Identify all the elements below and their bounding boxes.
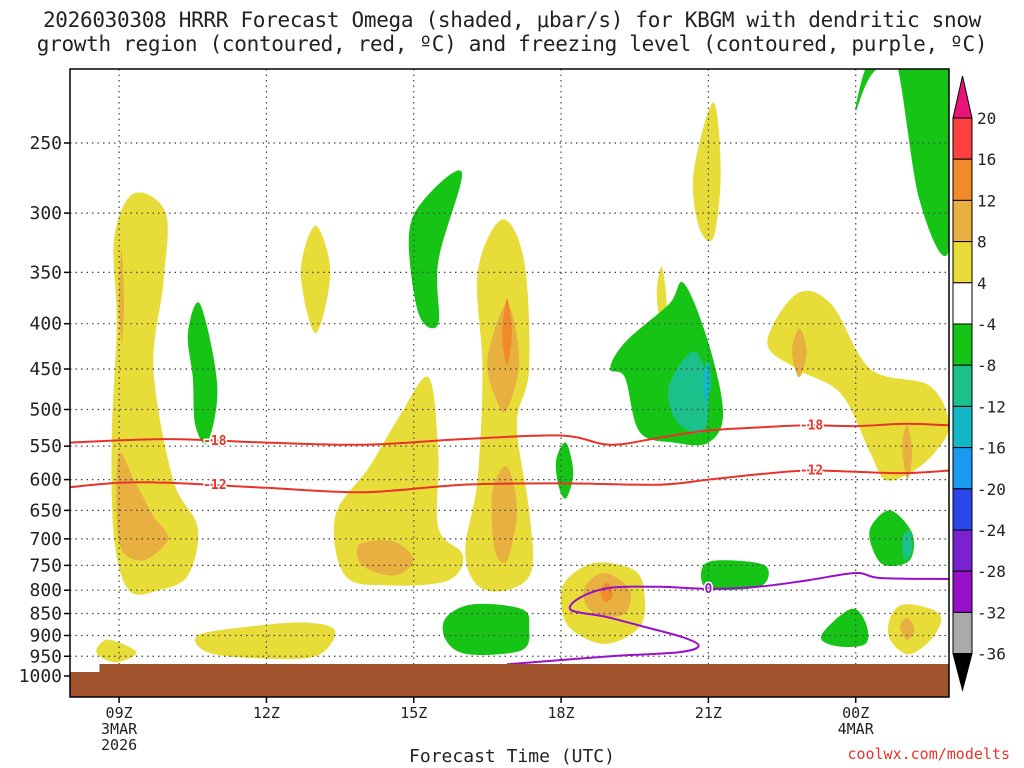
y-tick-label-850: 850: [29, 604, 62, 625]
omega-region-pos4-5: [300, 225, 331, 334]
colorbar-label-13: -36: [977, 645, 1006, 664]
omega-region-pos8-19: [902, 424, 913, 480]
x-tick-label-09Z-2: 2026: [101, 736, 137, 754]
omega-region-pos4-6: [333, 376, 464, 586]
omega-region-neg4-30: [855, 69, 949, 257]
colorbar-segment-0: [952, 117, 973, 160]
omega-region-pos8-21: [899, 617, 915, 640]
y-tick-label-550: 550: [29, 436, 62, 457]
omega-region-pos4-4: [195, 622, 336, 660]
omega-region-neg8-32: [902, 530, 913, 561]
colorbar-label-6: -8: [977, 356, 996, 375]
x-tick-label-09Z-1: 3MAR: [101, 720, 138, 738]
colorbar-label-10: -24: [977, 521, 1006, 540]
isotherm-label--18-2: -18: [800, 418, 824, 433]
y-tick-label-450: 450: [29, 359, 62, 380]
omega-region-neg4-25: [555, 442, 574, 499]
colorbar-segment-2: [952, 199, 973, 243]
y-tick-label-300: 300: [29, 203, 62, 224]
colorbar-segment-11: [952, 570, 973, 613]
omega-region-neg4-29: [701, 560, 769, 591]
colorbar-segment-1: [952, 158, 973, 201]
surface-notch: [70, 664, 100, 672]
isotherm-label--12-3: -12: [800, 464, 823, 479]
omega-region-neg4-24: [442, 603, 530, 655]
isotherm--12-1: [70, 469, 949, 494]
colorbar-bottom-arrow: [952, 653, 973, 692]
omega-region-pos4-17: [767, 290, 949, 481]
y-tick-label-600: 600: [29, 470, 62, 491]
colorbar-segment-4: [952, 282, 973, 325]
colorbar-label-1: 16: [977, 150, 996, 169]
omega-region-pos4-16: [692, 102, 721, 242]
isotherm-label-0-4: 0: [704, 582, 712, 597]
colorbar-label-5: -4: [977, 315, 996, 334]
colorbar-label-7: -12: [977, 397, 1006, 416]
colorbar-segment-8: [952, 447, 973, 490]
colorbar-label-2: 12: [977, 191, 996, 210]
y-tick-label-500: 500: [29, 400, 62, 421]
y-tick-label-250: 250: [29, 133, 62, 154]
x-axis-label: Forecast Time (UTC): [409, 746, 615, 767]
omega-region-neg8-27: [668, 351, 710, 434]
colorbar-segment-12: [952, 611, 973, 655]
omega-region-pos8-18: [791, 328, 807, 378]
colorbar-segment-7: [952, 405, 973, 449]
x-tick-label-00Z-1: 4MAR: [838, 720, 875, 738]
y-tick-label-350: 350: [29, 262, 62, 283]
colorbar-label-0: 20: [977, 109, 996, 128]
colorbar-top-arrow: [952, 75, 973, 119]
y-tick-label-650: 650: [29, 500, 62, 521]
colorbar-label-11: -28: [977, 562, 1006, 581]
colorbar-label-3: 8: [977, 233, 987, 252]
colorbar-segment-9: [952, 488, 973, 531]
isotherm--18-0: [70, 422, 949, 446]
x-tick-label-00Z-0: 00Z: [842, 704, 869, 722]
omega-region-neg4-31: [869, 510, 915, 567]
colorbar-label-9: -20: [977, 480, 1006, 499]
y-tick-label-950: 950: [29, 646, 62, 667]
colorbar-label-4: 4: [977, 274, 987, 293]
colorbar-label-8: -16: [977, 439, 1006, 458]
colorbar-segment-6: [952, 364, 973, 407]
chart-title-line2: growth region (contoured, red, ºC) and f…: [36, 32, 988, 56]
x-tick-label-15Z-0: 15Z: [400, 704, 427, 722]
isotherm-label--18-0: -18: [203, 434, 227, 449]
y-tick-label-900: 900: [29, 625, 62, 646]
omega-region-neg4-33: [820, 608, 869, 648]
x-tick-label-18Z-0: 18Z: [548, 704, 575, 722]
omega-region-pos8-1: [116, 452, 169, 561]
y-tick-label-700: 700: [29, 529, 62, 550]
y-tick-label-750: 750: [29, 555, 62, 576]
plot-area: -18 -12 -18 -12 0: [70, 69, 949, 697]
omega-region-neg4-22: [187, 302, 218, 445]
y-tick-label-1000: 1000: [19, 666, 62, 687]
omega-region-pos12-10: [502, 298, 512, 365]
x-tick-label-12Z-0: 12Z: [253, 704, 280, 722]
y-tick-label-800: 800: [29, 580, 62, 601]
omega-region-neg4-23: [408, 170, 463, 329]
surface-ground: [70, 664, 949, 697]
colorbar-segment-5: [952, 323, 973, 366]
chart-title-line1: 2026030308 HRRR Forecast Omega (shaded, …: [42, 8, 982, 32]
colorbar-segment-3: [952, 241, 973, 284]
isotherm-0-4: [506, 571, 949, 666]
x-tick-label-21Z-0: 21Z: [695, 704, 722, 722]
omega-region-neg12-28: [703, 360, 711, 402]
x-tick-label-09Z-0: 09Z: [106, 704, 133, 722]
y-tick-label-400: 400: [29, 314, 62, 335]
chart-title: 2026030308 HRRR Forecast Omega (shaded, …: [0, 8, 1024, 56]
isotherm-label--12-1: -12: [203, 478, 226, 493]
omega-region-pos8-7: [356, 540, 414, 576]
colorbar-segment-10: [952, 529, 973, 572]
site-credit: coolwx.com/modelts: [847, 745, 1010, 763]
plot-border: [69, 68, 950, 698]
colorbar-label-12: -32: [977, 603, 1006, 622]
